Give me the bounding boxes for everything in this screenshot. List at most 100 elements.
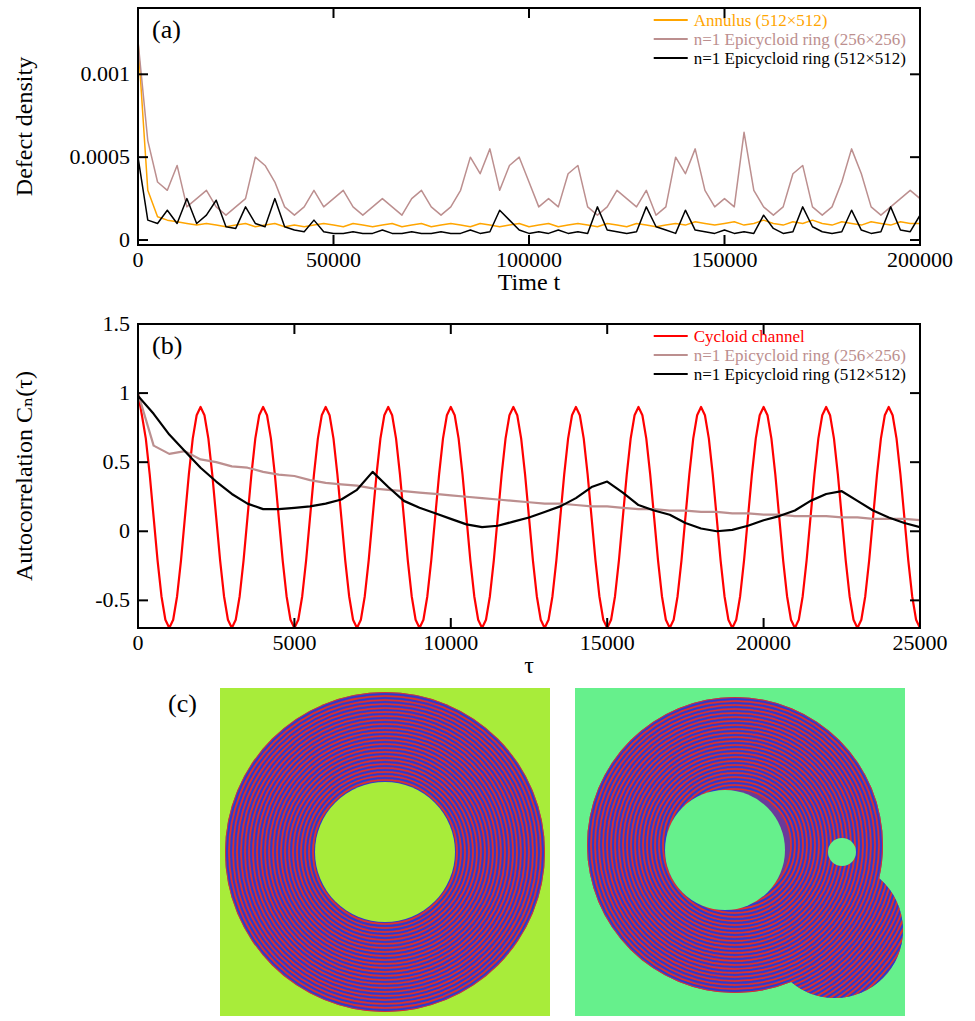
x-axis-title: Time t (498, 269, 561, 295)
x-tick-label: 0 (133, 630, 144, 655)
y-tick (138, 73, 148, 75)
x-tick (528, 235, 530, 245)
stripe (659, 769, 811, 921)
stripe (637, 747, 833, 943)
stripe (545, 655, 925, 1021)
stripe (489, 599, 975, 1021)
stripe (283, 750, 487, 954)
stripe (271, 738, 499, 966)
series-group (138, 41, 920, 233)
stripe (515, 625, 955, 1021)
y-axis-title: Autocorrelation Cₙ(τ) (11, 371, 37, 581)
y-tick-label: 1.5 (103, 311, 131, 336)
stripe (569, 679, 901, 1011)
x-tick (919, 8, 921, 18)
legend-label: n=1 Epicycloid ring (512×512) (694, 365, 906, 384)
stripe (269, 736, 501, 968)
y-tick (910, 392, 920, 394)
stripe (499, 609, 971, 1021)
stripe (315, 782, 455, 922)
legend-label: n=1 Epicycloid ring (256×256) (694, 30, 906, 49)
stripe (511, 621, 959, 1021)
stripe (571, 681, 899, 1009)
stripe (589, 699, 881, 991)
stripe (653, 763, 817, 927)
stripe (535, 645, 935, 1021)
stripe (609, 719, 861, 971)
series-line (138, 41, 920, 227)
y-tick-label: 0.0005 (70, 144, 131, 169)
y-tick-label: 0 (119, 518, 130, 543)
legend-swatch (654, 335, 688, 337)
stripe (541, 651, 929, 1021)
y-tick-label: 0.001 (81, 61, 131, 86)
stripe (299, 766, 471, 938)
legend-swatch (654, 57, 688, 59)
stripe (239, 706, 531, 998)
stripe (237, 704, 533, 1000)
y-tick (138, 156, 148, 158)
stripe (259, 726, 511, 978)
stripe (235, 702, 535, 1002)
stripe (255, 722, 515, 982)
stripe (557, 667, 913, 1021)
y-tick (138, 239, 148, 241)
stripe (661, 771, 809, 919)
stripe (647, 757, 823, 933)
stripe (645, 755, 825, 935)
stripe (229, 696, 541, 1008)
stripe (297, 764, 473, 940)
stripe (601, 711, 869, 979)
stripe (611, 721, 859, 969)
legend-swatch (654, 19, 688, 21)
stripe (231, 698, 539, 1006)
stripe (311, 778, 459, 926)
x-tick (450, 324, 452, 334)
x-tick (333, 8, 335, 18)
stripe (585, 695, 885, 995)
plot-frame (138, 324, 920, 628)
stripe (273, 740, 497, 964)
legend-swatch (654, 354, 688, 356)
stripe (267, 734, 503, 970)
stripe (539, 649, 931, 1021)
stripe (573, 683, 897, 1007)
stripe-ground (485, 595, 975, 1021)
y-axis-title: Defect density (11, 57, 37, 196)
stripe (597, 707, 873, 983)
y-tick (138, 323, 148, 325)
stripe (591, 701, 879, 989)
plot-frame (138, 8, 920, 245)
x-tick (293, 618, 295, 628)
panel-label: (b) (152, 331, 182, 360)
stripe (643, 753, 827, 937)
y-tick (910, 599, 920, 601)
stripe (487, 597, 975, 1021)
stripe (313, 780, 457, 924)
stripe (281, 748, 489, 956)
stripe (655, 765, 815, 925)
stripe (303, 770, 467, 934)
stripe (543, 653, 927, 1021)
stripe (493, 603, 975, 1021)
x-tick (763, 618, 765, 628)
stripe (549, 659, 921, 1021)
stripe (525, 635, 945, 1021)
stripe (249, 716, 521, 988)
stripe (491, 601, 975, 1021)
stripe (593, 703, 877, 987)
stripe (521, 631, 949, 1021)
stripe (243, 710, 527, 994)
panel-label: (a) (152, 15, 181, 44)
x-tick-label: 0 (133, 247, 144, 272)
stripe (527, 637, 943, 1021)
stripe-ground (223, 690, 547, 1014)
x-tick-label: 20000 (736, 630, 791, 655)
stripe (495, 605, 975, 1021)
stripe (509, 619, 961, 1021)
stripe (233, 700, 537, 1004)
stripe (291, 758, 479, 946)
stripe (503, 613, 967, 1021)
stripe (581, 691, 889, 999)
stripe (519, 629, 951, 1021)
